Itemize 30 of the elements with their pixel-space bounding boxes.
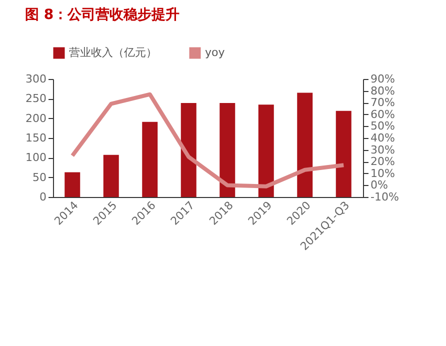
y2-tick-label: 50% [370, 120, 395, 133]
y2-tick-label: -10% [370, 190, 399, 204]
y2-tick-label: 80% [370, 84, 395, 98]
y-tick-label: 150 [26, 132, 46, 144]
y2-tick-label: 70% [370, 96, 395, 110]
y2-tick-label: 60% [370, 108, 395, 121]
bar [64, 172, 80, 197]
y2-tick-label: 0% [370, 178, 388, 192]
y-tick-label: 300 [26, 72, 46, 86]
legend-label: yoy [205, 46, 226, 59]
chart-title: 图 8：公司营收稳步提升 [25, 6, 180, 23]
y2-tick-label: 90% [370, 72, 395, 86]
bar [258, 104, 274, 197]
y2-tick-label: 30% [370, 143, 395, 156]
bar [336, 110, 352, 197]
bar [220, 102, 236, 197]
bar [180, 102, 196, 197]
bar [142, 122, 158, 197]
y2-tick-label: 20% [370, 155, 395, 168]
y-tick-label: 0 [40, 190, 46, 204]
y-tick-label: 200 [26, 112, 46, 125]
bar [103, 154, 119, 197]
y-tick-label: 100 [26, 151, 46, 164]
y-tick-label: 250 [26, 92, 46, 106]
line-series [70, 92, 346, 188]
y2-tick-label: 10% [370, 166, 395, 180]
legend-label: 营业收入（亿元） [69, 46, 157, 59]
y-tick-label: 50 [32, 170, 46, 184]
y2-tick-label: 40% [370, 132, 395, 144]
bar [297, 92, 313, 197]
